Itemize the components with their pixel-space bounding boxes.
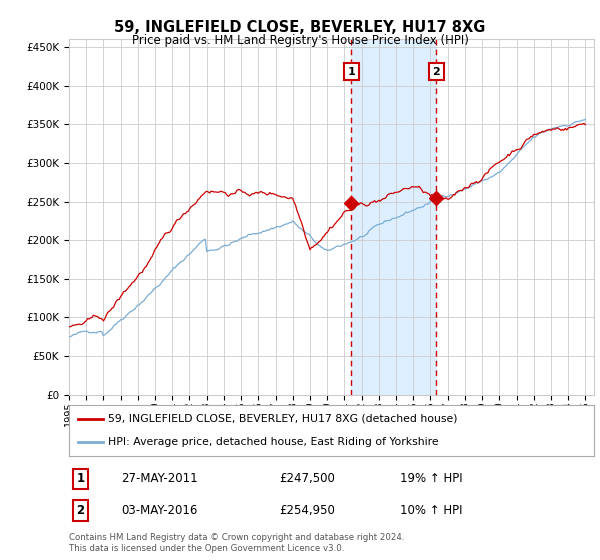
Text: 1: 1 <box>347 67 355 77</box>
Text: 59, INGLEFIELD CLOSE, BEVERLEY, HU17 8XG: 59, INGLEFIELD CLOSE, BEVERLEY, HU17 8XG <box>115 20 485 35</box>
Text: 59, INGLEFIELD CLOSE, BEVERLEY, HU17 8XG (detached house): 59, INGLEFIELD CLOSE, BEVERLEY, HU17 8XG… <box>109 414 458 424</box>
Text: Contains HM Land Registry data © Crown copyright and database right 2024.
This d: Contains HM Land Registry data © Crown c… <box>69 533 404 553</box>
Text: 27-MAY-2011: 27-MAY-2011 <box>121 473 198 486</box>
Text: Price paid vs. HM Land Registry's House Price Index (HPI): Price paid vs. HM Land Registry's House … <box>131 34 469 46</box>
Text: 2: 2 <box>76 504 85 517</box>
Text: 19% ↑ HPI: 19% ↑ HPI <box>400 473 463 486</box>
Text: £254,950: £254,950 <box>279 504 335 517</box>
Text: 1: 1 <box>76 473 85 486</box>
Text: £247,500: £247,500 <box>279 473 335 486</box>
Text: 2: 2 <box>433 67 440 77</box>
Text: 10% ↑ HPI: 10% ↑ HPI <box>400 504 462 517</box>
Text: HPI: Average price, detached house, East Riding of Yorkshire: HPI: Average price, detached house, East… <box>109 437 439 447</box>
Bar <box>351 39 436 395</box>
Text: 03-MAY-2016: 03-MAY-2016 <box>121 504 198 517</box>
